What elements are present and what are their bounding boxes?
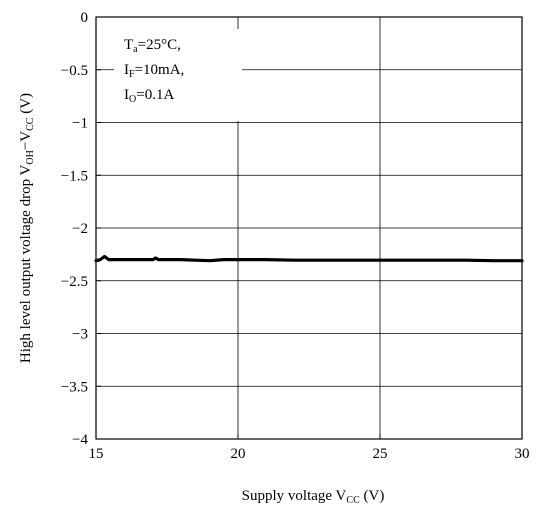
- series-line: [94, 254, 524, 263]
- y-tick-label: −2.5: [61, 274, 88, 290]
- x-ticks: 15 20 25 30: [89, 434, 530, 462]
- y-tick-label: −3: [72, 327, 88, 343]
- x-tick-label: 15: [89, 446, 104, 462]
- x-tick-label: 30: [515, 446, 530, 462]
- y-tick-label: −1: [72, 116, 88, 132]
- y-tick-label: −1.5: [61, 168, 88, 184]
- y-tick-label: 0: [81, 10, 89, 26]
- series-layer: [94, 254, 524, 263]
- y-tick-label: −3.5: [61, 379, 88, 395]
- y-axis-label: High level output voltage drop VOH−VCC (…: [18, 93, 36, 363]
- annotation-box: [114, 29, 242, 121]
- x-tick-label: 25: [373, 446, 388, 462]
- annotation: Ta=25°C, IF=10mA, IO=0.1A: [124, 37, 184, 105]
- y-tick-label: −0.5: [61, 63, 88, 79]
- y-ticks: 0 −0.5 −1 −1.5 −2 −2.5 −3 −3.5 −4: [61, 10, 101, 448]
- x-axis-label: Supply voltage VCC (V): [242, 488, 385, 506]
- x-tick-label: 20: [231, 446, 246, 462]
- y-tick-label: −4: [72, 432, 88, 448]
- y-tick-label: −2: [72, 221, 88, 237]
